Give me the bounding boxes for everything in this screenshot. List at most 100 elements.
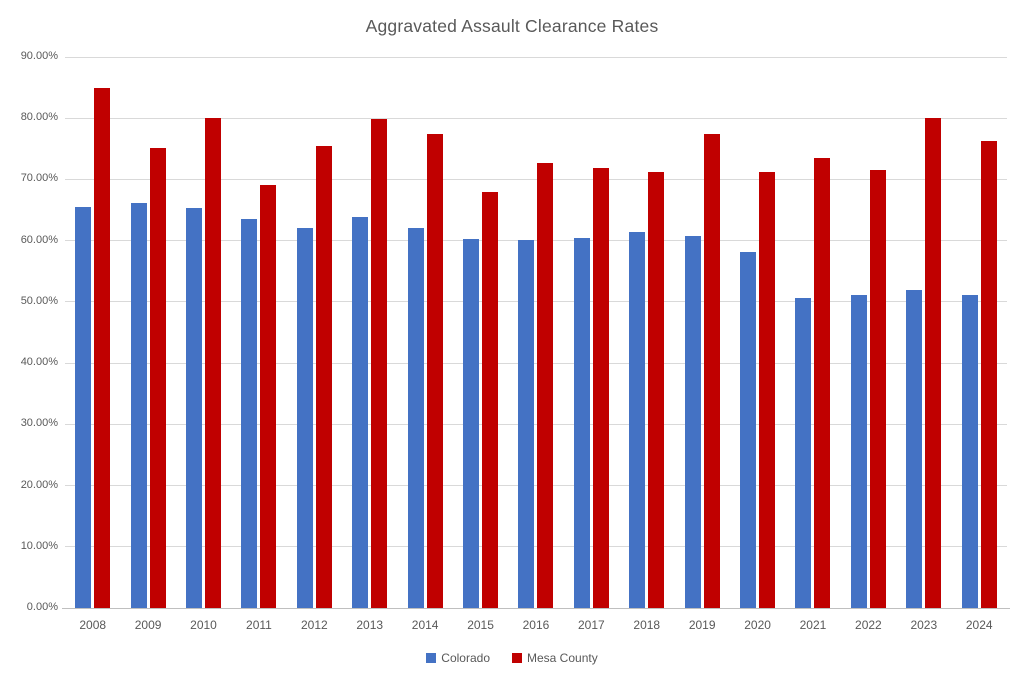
bar-colorado-2024: [961, 295, 978, 608]
bar-colorado-2023: [906, 289, 923, 608]
x-tick-label-2015: 2015: [467, 618, 494, 632]
bar-group-2014: [397, 57, 452, 608]
bar-group-2020: [730, 57, 785, 608]
x-tick-label-2020: 2020: [744, 618, 771, 632]
plot-area: [62, 56, 1010, 609]
bar-group-2009: [120, 57, 175, 608]
gridline-40: [65, 362, 1007, 364]
bar-colorado-2010: [186, 208, 203, 608]
bar-group-2017: [564, 57, 619, 608]
x-tick-label-2009: 2009: [134, 618, 162, 632]
bar-colorado-2015: [463, 239, 480, 608]
x-tick-label-2018: 2018: [633, 618, 661, 632]
legend-swatch-colorado: [426, 653, 437, 663]
y-tick-label-90: 90.00%: [20, 50, 58, 62]
x-tick-label-2021: 2021: [799, 618, 827, 632]
bar-group-2019: [674, 57, 729, 608]
bar-colorado-2019: [684, 235, 701, 608]
gridline-10: [65, 546, 1007, 548]
gridline-80: [65, 117, 1007, 119]
y-tick-label-60: 60.00%: [20, 233, 58, 246]
x-tick-label-2014: 2014: [411, 618, 439, 632]
gridline-70: [65, 178, 1007, 180]
bar-mesa-county-2012: [315, 146, 332, 608]
bar-colorado-2009: [130, 202, 147, 608]
chart-title: Aggravated Assault Clearance Rates: [365, 16, 659, 36]
y-tick-label-20: 20.00%: [20, 478, 58, 491]
bar-mesa-county-2018: [648, 171, 665, 608]
bar-group-2015: [453, 57, 508, 608]
bar-mesa-county-2014: [426, 133, 443, 608]
x-axis-tick-labels: 2008 2009 2010 2011 2012 2013 2014 2015 2016 2017…: [65, 618, 1007, 632]
legend-label-mesa-county: Mesa County: [527, 651, 598, 665]
x-tick-label-2023: 2023: [910, 618, 938, 632]
x-tick-label-2012: 2012: [300, 618, 328, 632]
legend-label-colorado: Colorado: [441, 651, 490, 665]
y-tick-label-80: 80.00%: [20, 111, 58, 124]
bar-colorado-2017: [573, 238, 590, 608]
bar-group-2012: [287, 57, 342, 608]
bar-colorado-2012: [296, 228, 313, 608]
bar-mesa-county-2019: [703, 133, 720, 608]
bar-colorado-2016: [518, 240, 535, 608]
y-tick-label-40: 40.00%: [20, 356, 58, 369]
bar-group-2021: [785, 57, 840, 608]
bar-colorado-2022: [850, 294, 867, 608]
bar-group-2013: [342, 57, 397, 608]
bar-mesa-county-2023: [925, 117, 942, 608]
bar-series-container: [65, 57, 1007, 608]
chart-legend: Colorado Mesa County: [0, 651, 1024, 665]
bar-colorado-2021: [795, 298, 812, 608]
legend-swatch-mesa-county: [512, 653, 522, 663]
bar-mesa-county-2009: [149, 147, 166, 608]
bar-colorado-2014: [407, 228, 424, 608]
bar-colorado-2020: [740, 251, 757, 608]
bar-group-2023: [896, 57, 951, 608]
bar-colorado-2011: [241, 218, 258, 608]
y-tick-label-70: 70.00%: [20, 172, 58, 185]
x-tick-label-2017: 2017: [578, 618, 605, 632]
x-axis-line: [62, 608, 1010, 609]
bar-mesa-county-2017: [592, 168, 609, 608]
bar-group-2022: [841, 57, 896, 608]
bar-group-2011: [231, 57, 286, 608]
x-tick-label-2022: 2022: [855, 618, 882, 632]
y-tick-label-30: 30.00%: [20, 417, 58, 430]
y-axis-tick-labels: 0.00% 10.00% 20.00% 30.00% 40.00% 50.00% 60.00…: [0, 0, 58, 682]
bar-mesa-county-2021: [814, 158, 831, 608]
x-tick-label-2013: 2013: [356, 618, 384, 632]
bar-mesa-county-2020: [759, 172, 776, 608]
legend-item-mesa-county: Mesa County: [512, 651, 598, 665]
y-tick-label-50: 50.00%: [20, 294, 58, 307]
bar-mesa-county-2024: [980, 140, 997, 608]
gridline-50: [65, 301, 1007, 303]
x-tick-label-2019: 2019: [688, 618, 716, 632]
x-tick-label-2008: 2008: [79, 618, 107, 632]
bar-mesa-county-2022: [869, 169, 886, 608]
x-tick-label-2010: 2010: [190, 618, 217, 632]
bar-colorado-2018: [629, 232, 646, 608]
bar-group-2018: [619, 57, 674, 608]
x-tick-label-2024: 2024: [965, 618, 993, 632]
gridline-20: [65, 485, 1007, 487]
legend-item-colorado: Colorado: [426, 651, 490, 665]
bar-mesa-county-2015: [482, 191, 499, 608]
bar-mesa-county-2016: [537, 162, 554, 608]
bar-group-2024: [952, 57, 1007, 608]
bar-mesa-county-2010: [205, 117, 222, 608]
bar-group-2008: [65, 57, 120, 608]
bar-mesa-county-2013: [371, 118, 388, 608]
bar-colorado-2008: [75, 207, 92, 608]
gridline-90: [65, 56, 1007, 58]
bar-colorado-2013: [352, 217, 369, 608]
x-tick-label-2011: 2011: [246, 618, 272, 632]
gridline-30: [65, 423, 1007, 425]
bar-group-2010: [176, 57, 231, 608]
bar-mesa-county-2011: [260, 184, 277, 608]
gridline-60: [65, 240, 1007, 242]
bar-mesa-county-2008: [94, 87, 111, 608]
y-tick-label-10: 10.00%: [20, 539, 58, 552]
y-tick-label-0: 0.00%: [26, 601, 58, 613]
bar-group-2016: [508, 57, 563, 608]
